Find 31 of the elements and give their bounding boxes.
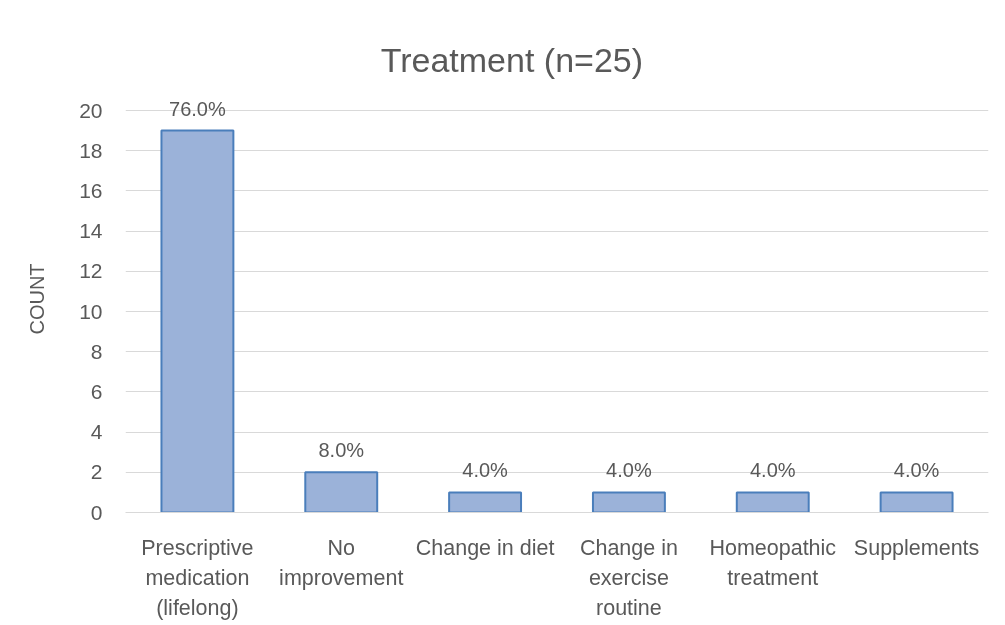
- y-tick-label: 12: [79, 259, 103, 283]
- bar: [448, 491, 523, 513]
- annotation: 4.0%: [893, 459, 940, 482]
- y-tick-label: 14: [79, 219, 103, 243]
- annotation: 4.0%: [606, 459, 652, 482]
- y-tick-label: 4: [90, 420, 103, 444]
- y-tick-label: 20: [79, 98, 103, 122]
- x-tick-label: No improvement: [279, 535, 404, 590]
- y-tick-label: 10: [79, 299, 103, 323]
- x-tick-label: Prescriptive medication (lifelong): [141, 535, 254, 621]
- bar: [879, 491, 954, 513]
- y-axis-title: COUNT: [26, 263, 49, 335]
- x-tick-label: Change in exercise routine: [579, 535, 678, 621]
- bar: [304, 471, 379, 513]
- y-tick-label: 0: [90, 500, 103, 524]
- y-tick-label: 6: [90, 379, 103, 403]
- x-tick-label: Homeopathic treatment: [709, 535, 837, 590]
- bar: [160, 129, 235, 513]
- x-tick-label: Supplements: [853, 535, 980, 560]
- y-tick-label: 18: [79, 138, 103, 162]
- annotation: 4.0%: [462, 459, 509, 482]
- x-tick-label: Change in diet: [415, 535, 555, 560]
- y-tick-label: 16: [79, 178, 103, 202]
- y-tick-label: 8: [90, 339, 103, 363]
- annotation: 4.0%: [749, 459, 796, 482]
- bar: [735, 491, 810, 513]
- y-tick-label: 2: [90, 460, 103, 484]
- bar: [591, 491, 666, 513]
- chart-title: Treatment (n=25): [380, 40, 644, 79]
- annotation: 8.0%: [318, 439, 365, 462]
- annotation: 76.0%: [169, 97, 226, 120]
